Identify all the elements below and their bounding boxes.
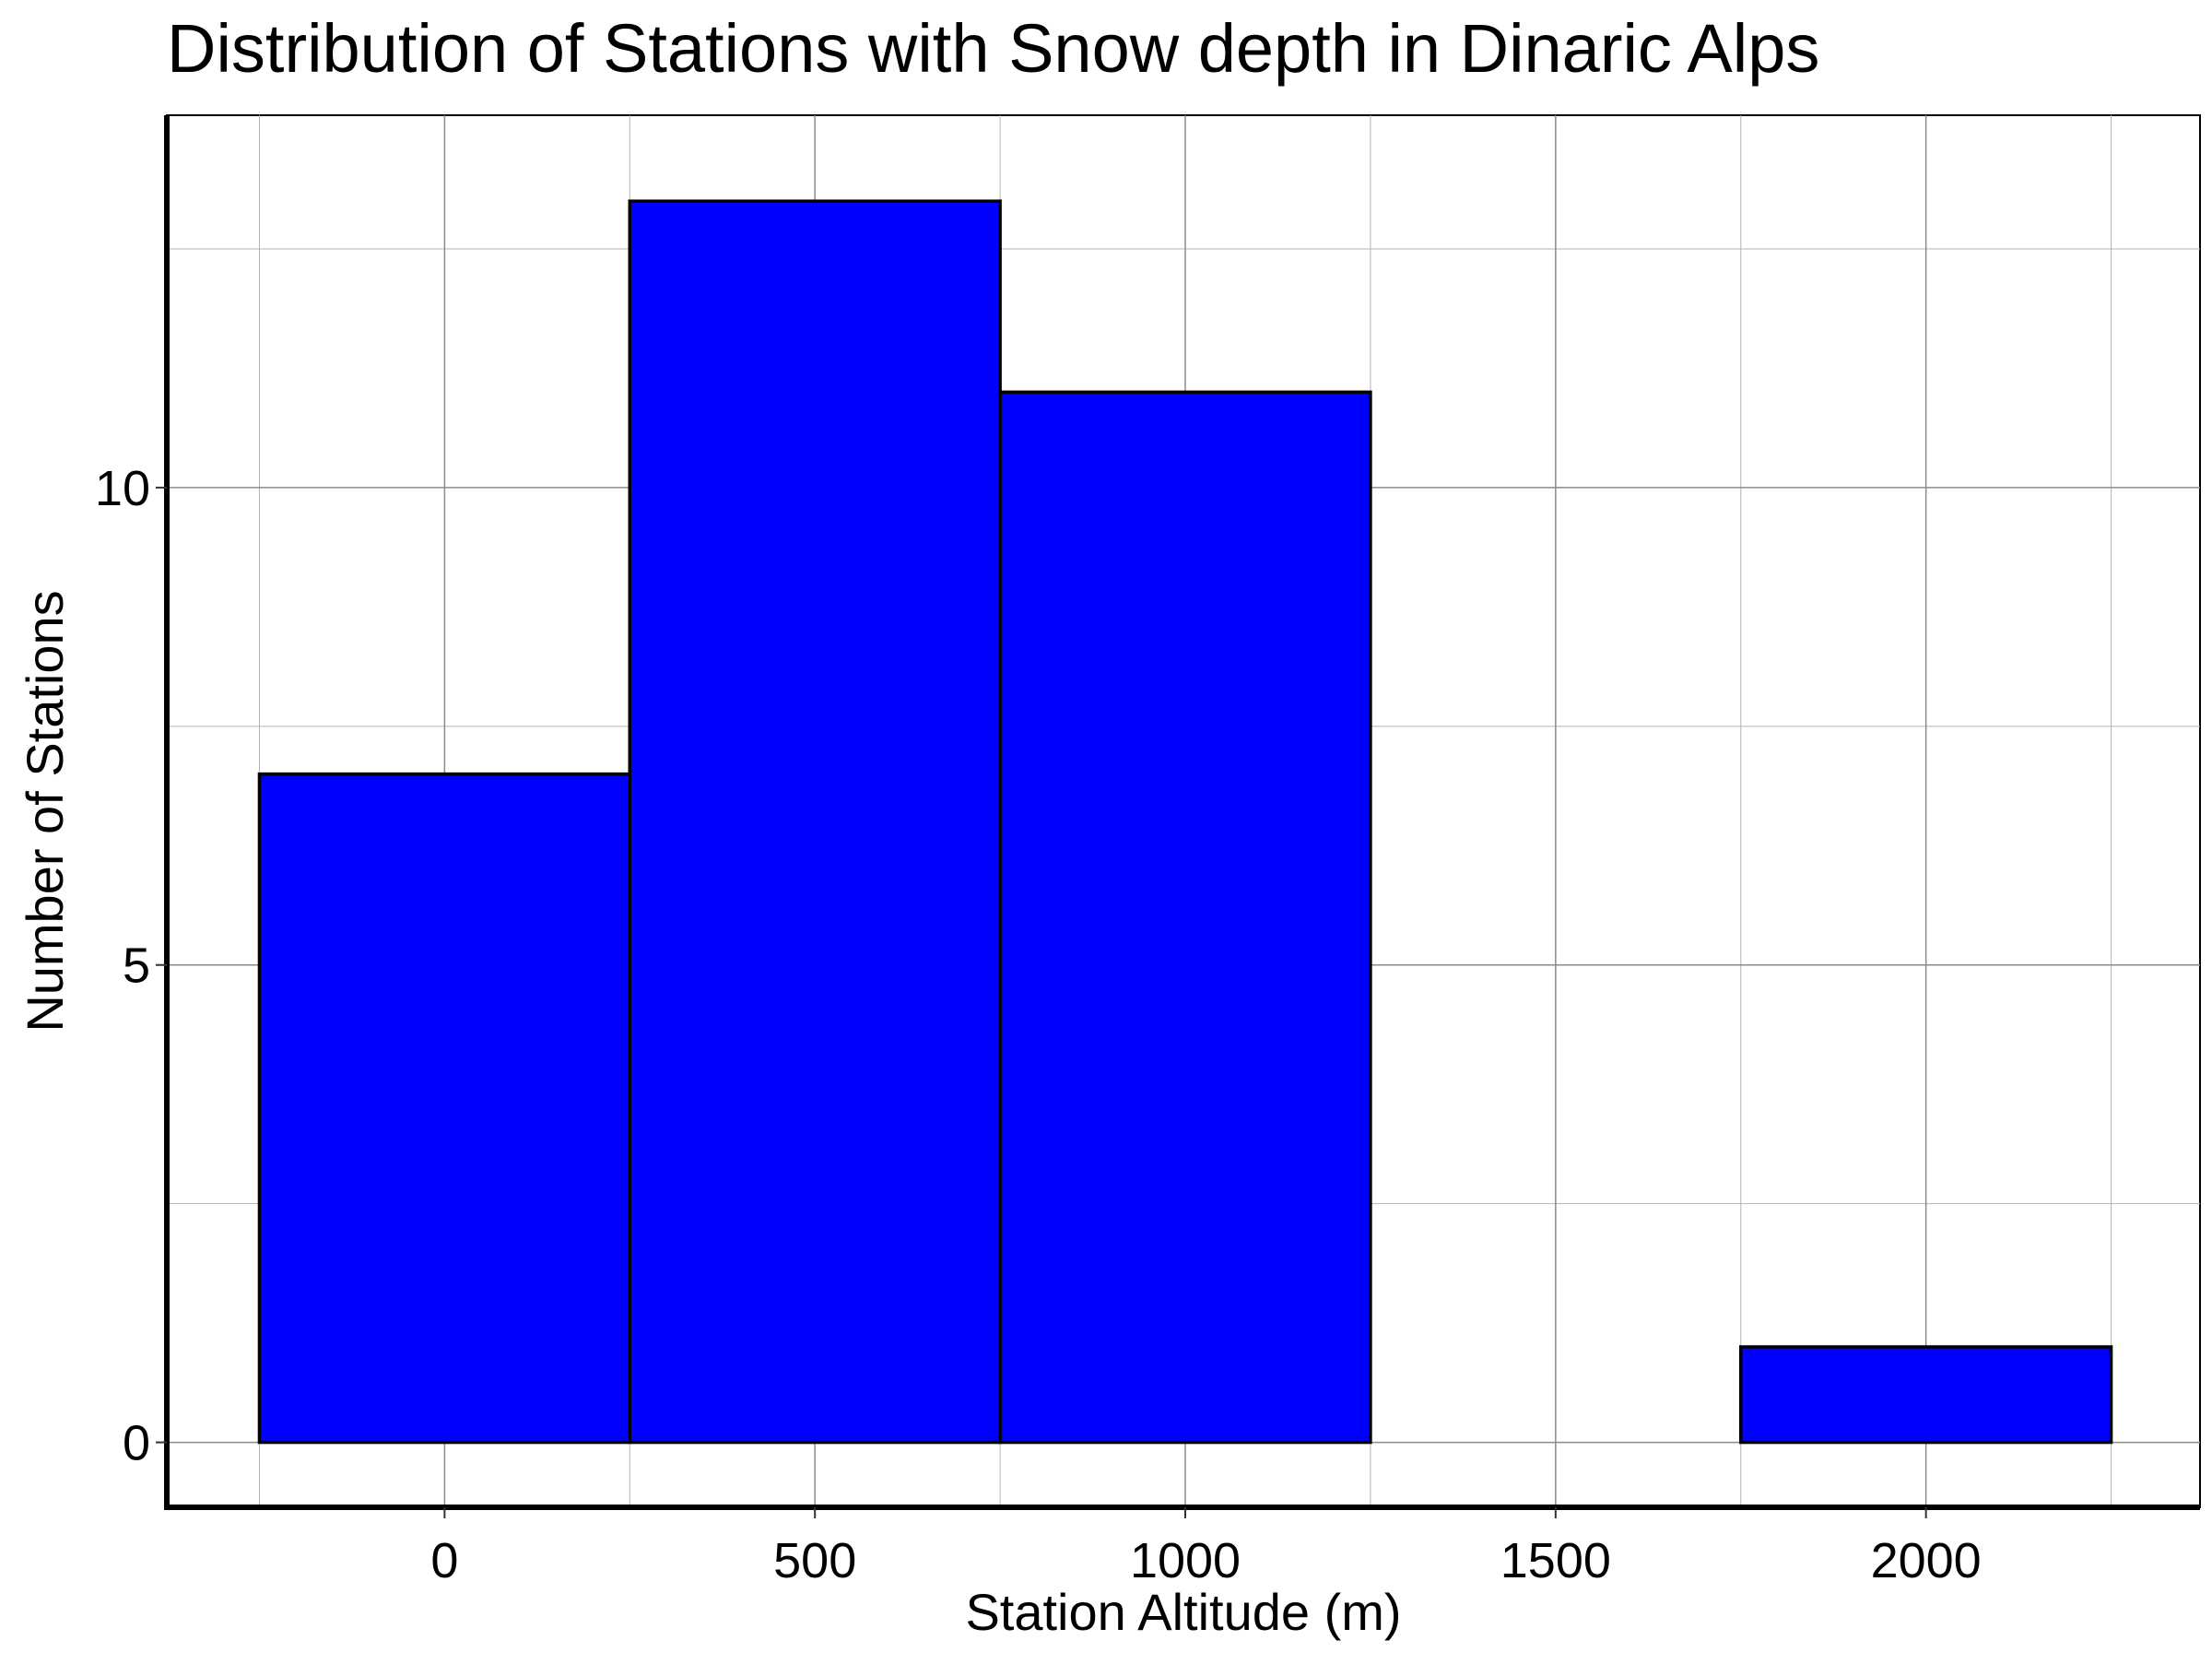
histogram-bar	[1738, 1345, 2113, 1445]
histogram-bar	[628, 199, 1002, 1445]
axes-layer	[164, 115, 2200, 1510]
histogram-bar	[998, 390, 1372, 1445]
ticks-layer: 0 500 1000 1500 2000 0 5 10	[95, 461, 1982, 1588]
x-tick-label: 2000	[1871, 1533, 1982, 1588]
x-tick-label: 0	[430, 1533, 458, 1588]
bars-layer	[257, 199, 2113, 1445]
x-tick-label: 500	[773, 1533, 856, 1588]
y-tick-label: 10	[95, 461, 150, 516]
y-tick-label: 0	[123, 1416, 150, 1471]
y-axis-label: Number of Stations	[16, 590, 74, 1032]
chart-title: Distribution of Stations with Snow depth…	[167, 10, 1819, 87]
histogram-bar	[257, 772, 632, 1445]
x-tick-label: 1500	[1500, 1533, 1611, 1588]
y-tick-label: 5	[123, 938, 150, 994]
x-axis-label: Station Altitude (m)	[965, 1583, 1401, 1641]
x-tick-label: 1000	[1130, 1533, 1241, 1588]
